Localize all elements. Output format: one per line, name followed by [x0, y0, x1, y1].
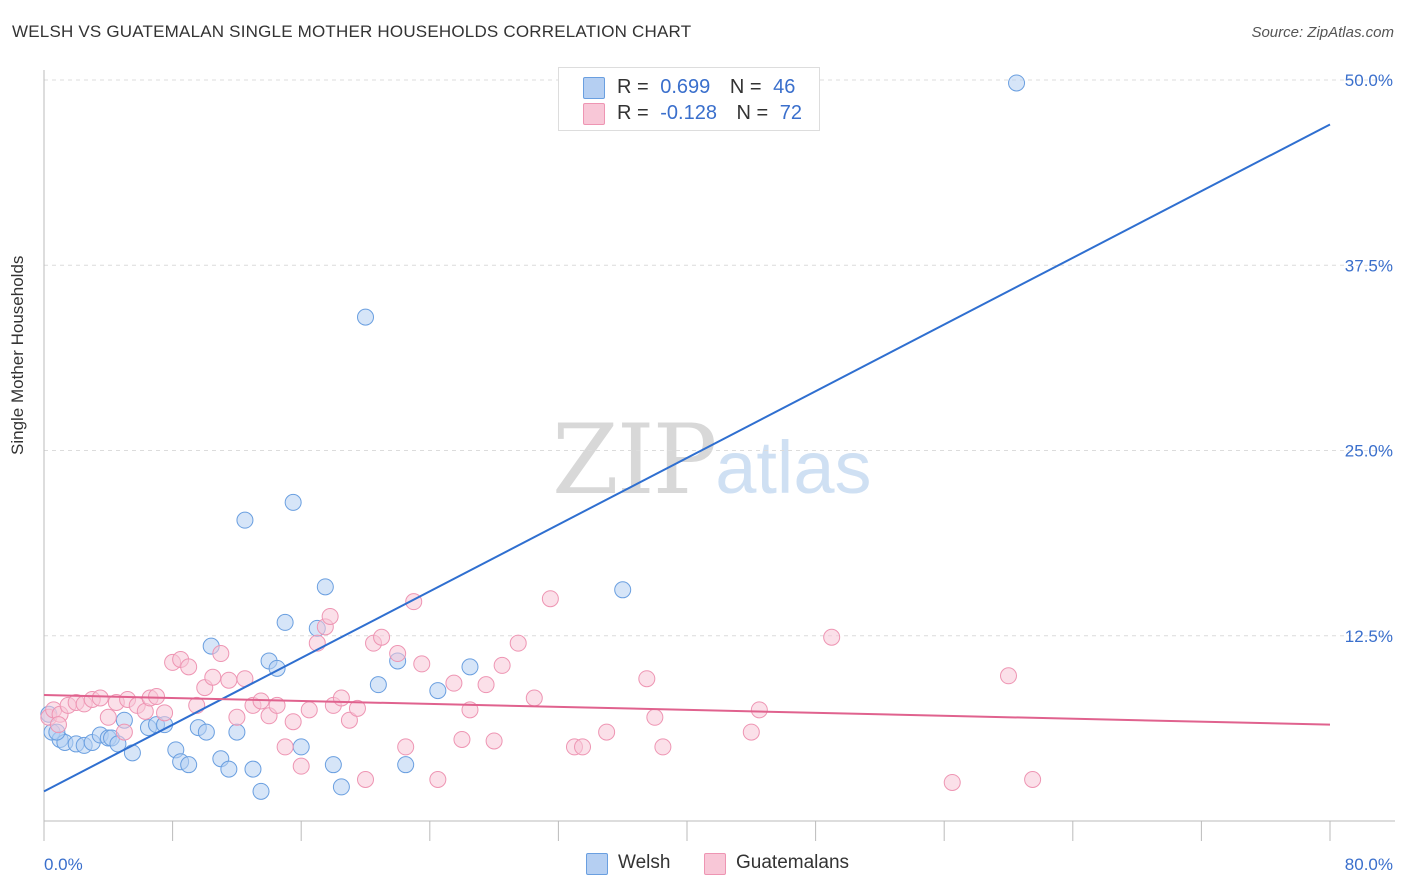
guatemalan-point — [156, 704, 174, 722]
bottom-guatemalans-label: Guatemalans — [736, 852, 850, 873]
welsh-point — [244, 760, 262, 778]
guatemalan-point — [300, 701, 318, 719]
guatemalan-point — [654, 738, 672, 756]
guatemalan-point — [357, 771, 374, 789]
guatemalan-point — [212, 645, 230, 663]
source-credit: Source: ZipAtlas.com — [1251, 24, 1394, 41]
correlation-legend: R = 0.699 N = 46 R = -0.128 N = 72 — [558, 67, 820, 131]
chart-title: WELSH VS GUATEMALAN SINGLE MOTHER HOUSEH… — [12, 22, 692, 41]
guatemalan-point — [509, 634, 527, 652]
welsh-point — [123, 744, 141, 762]
guatemalan-point — [1000, 667, 1017, 685]
guatemalan-point — [180, 658, 198, 676]
welsh-point — [236, 511, 254, 529]
welsh-point — [1008, 74, 1026, 92]
x-tick-label: 80.0% — [1345, 855, 1393, 874]
welsh-point — [324, 756, 342, 774]
guatemalan-point — [292, 757, 310, 775]
welsh-n-value: 46 — [773, 76, 796, 98]
guatemalan-point — [646, 708, 664, 726]
welsh-point — [284, 493, 302, 511]
bottom-welsh-swatch — [586, 853, 608, 875]
guatemalan-point — [397, 738, 415, 756]
guatemalan-point — [477, 676, 495, 694]
y-tick-label: 25.0% — [1345, 442, 1393, 461]
guatemalan-point — [276, 738, 294, 756]
y-axis-label: Single Mother Households — [8, 255, 27, 455]
welsh-r-value: 0.699 — [660, 76, 711, 98]
guatemalan-point — [373, 628, 391, 646]
guatemalan-point — [284, 713, 302, 731]
welsh-point — [292, 738, 310, 756]
welsh-point — [197, 723, 215, 741]
welsh-point — [276, 613, 294, 631]
guatemalan-point — [91, 689, 109, 707]
guatemalan-point — [115, 723, 133, 741]
guatemalan-point — [598, 723, 616, 741]
y-tick-label: 37.5% — [1345, 256, 1393, 275]
guatemalan-point — [99, 708, 117, 726]
guatemalans-r-value: -0.128 — [660, 102, 717, 124]
guatemalan-point — [1024, 771, 1042, 789]
guatemalan-point — [485, 732, 503, 750]
welsh-point — [461, 658, 479, 676]
guatemalan-point — [453, 730, 471, 748]
guatemalan-point — [228, 708, 246, 726]
guatemalan-point — [823, 628, 841, 646]
y-tick-label: 12.5% — [1345, 627, 1393, 646]
welsh-swatch — [583, 77, 605, 99]
welsh-point — [614, 581, 632, 599]
welsh-point — [228, 723, 246, 741]
guatemalan-point — [525, 689, 543, 707]
guatemalan-point — [188, 696, 206, 714]
guatemalan-point — [49, 716, 67, 734]
guatemalan-point — [389, 645, 407, 663]
guatemalan-point — [638, 670, 656, 688]
welsh-point — [397, 756, 415, 774]
guatemalan-point — [321, 607, 339, 625]
welsh-point — [180, 756, 198, 774]
guatemalans-n-label: N = — [736, 102, 769, 124]
welsh-point — [332, 778, 350, 796]
guatemalan-point — [332, 689, 350, 707]
welsh-point — [357, 308, 374, 326]
guatemalan-point — [445, 674, 463, 692]
guatemalan-point — [413, 655, 431, 673]
welsh-trend-line — [43, 123, 1331, 793]
watermark-zip: ZIP — [552, 404, 717, 516]
guatemalans-swatch — [583, 103, 605, 125]
guatemalan-trend-line — [43, 694, 1331, 726]
guatemalan-point — [742, 723, 760, 741]
guatemalan-point — [220, 671, 238, 689]
welsh-point — [369, 676, 387, 694]
welsh-r-label: R = — [617, 76, 649, 98]
bottom-guatemalans-swatch — [704, 853, 726, 875]
guatemalan-point — [750, 701, 768, 719]
guatemalan-point — [340, 711, 358, 729]
guatemalan-point — [204, 668, 222, 686]
welsh-point — [316, 578, 334, 596]
guatemalan-point — [574, 738, 592, 756]
welsh-point — [252, 782, 270, 800]
welsh-point — [220, 760, 238, 778]
guatemalans-r-label: R = — [617, 102, 649, 124]
guatemalan-point — [429, 771, 447, 789]
x-tick-label: 0.0% — [44, 855, 83, 874]
bottom-welsh-label: Welsh — [618, 852, 671, 873]
guatemalan-point — [541, 590, 559, 608]
welsh-point — [429, 682, 447, 700]
guatemalans-n-value: 72 — [779, 102, 803, 124]
guatemalan-point — [943, 773, 961, 791]
guatemalan-point — [348, 699, 366, 717]
watermark: ZIPatlas — [552, 404, 872, 516]
watermark-atlas: atlas — [715, 426, 872, 509]
welsh-n-label: N = — [729, 76, 762, 98]
y-tick-label: 50.0% — [1345, 71, 1393, 90]
guatemalan-point — [493, 656, 511, 674]
